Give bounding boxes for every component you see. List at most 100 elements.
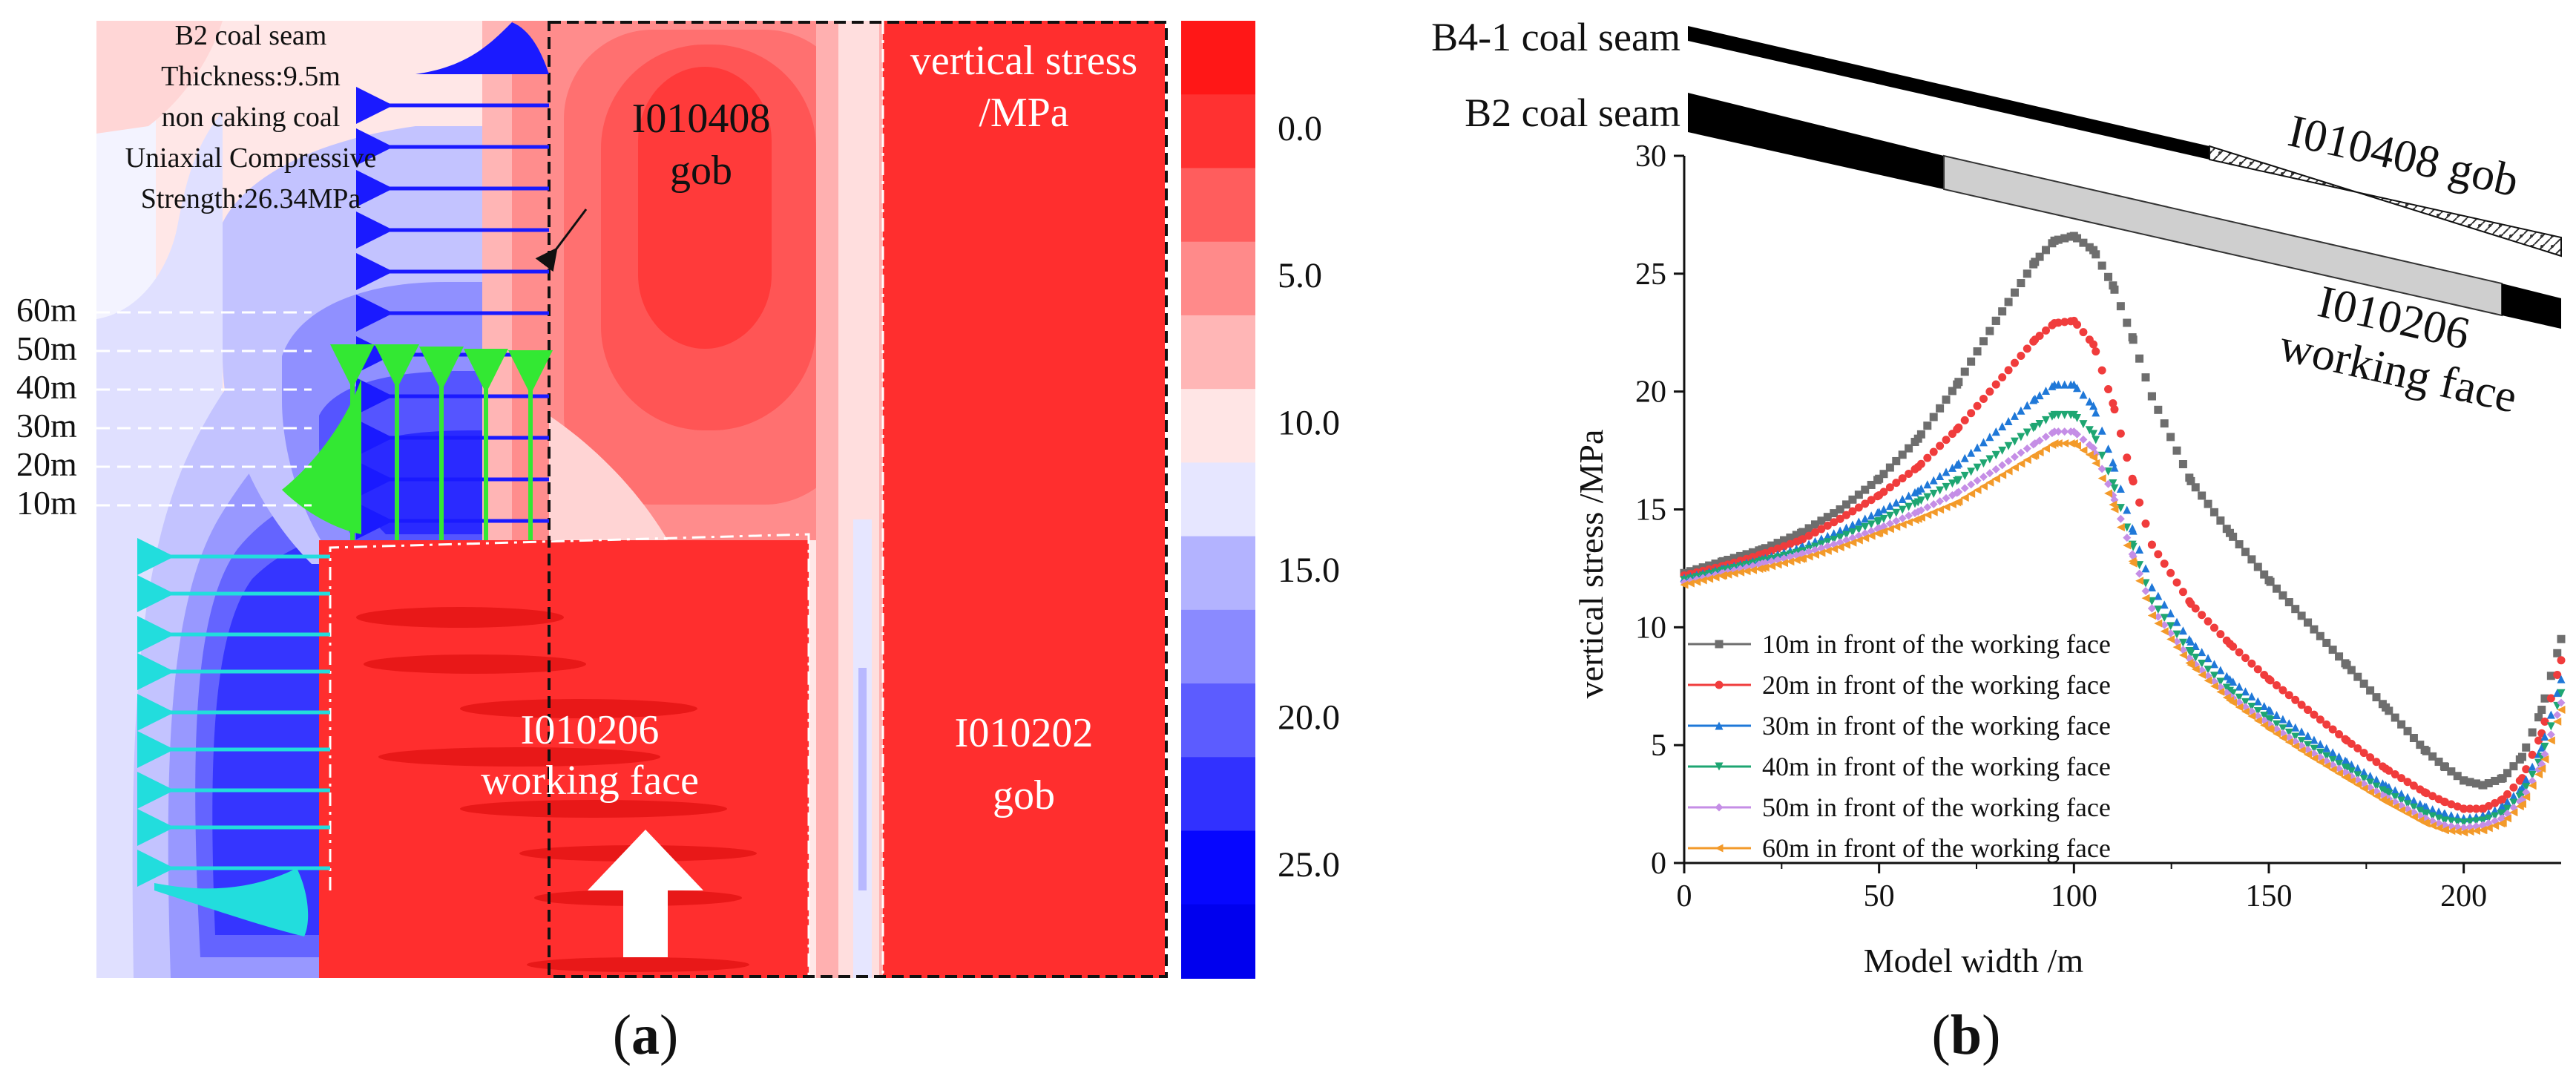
- series-marker: [1786, 539, 1795, 548]
- green-stress-distribution: [282, 378, 361, 534]
- series-marker: [2378, 795, 2387, 804]
- series-marker: [1942, 482, 1951, 491]
- x-tick-label: 50: [1864, 879, 1895, 913]
- series-marker: [2172, 637, 2181, 646]
- series-marker: [1879, 470, 1888, 479]
- series-marker: [1916, 430, 1925, 439]
- series-marker: [1942, 502, 1951, 511]
- series-marker: [2135, 577, 2144, 585]
- series-marker: [1929, 490, 1938, 499]
- series-marker: [1991, 474, 2000, 483]
- series-marker: [2035, 391, 2044, 400]
- series-marker: [2154, 591, 2163, 600]
- colorbar-segment: [1181, 757, 1255, 832]
- series-marker: [2166, 634, 2175, 643]
- series-marker: [2497, 819, 2506, 828]
- series-marker: [2372, 693, 2381, 702]
- series-marker: [2060, 427, 2069, 436]
- series-marker: [1936, 404, 1945, 413]
- series-marker: [2135, 498, 2144, 507]
- series-marker: [1817, 516, 1826, 525]
- series-marker: [2416, 799, 2425, 808]
- series-marker: [2409, 734, 2418, 743]
- series-marker: [1854, 503, 1863, 512]
- series-marker: [1954, 378, 1963, 387]
- series-marker: [2216, 677, 2225, 686]
- colorbar: [1181, 21, 1255, 979]
- series-marker: [2509, 798, 2518, 807]
- series-marker: [2141, 564, 2150, 573]
- seam-info-line: Thickness:9.5m: [161, 61, 341, 92]
- series-marker: [1960, 484, 1969, 493]
- series-marker: [2060, 439, 2069, 448]
- colorbar-segment: [1181, 683, 1255, 758]
- series-marker: [1979, 438, 1988, 447]
- series-marker: [1948, 500, 1956, 509]
- series-marker: [2497, 810, 2506, 818]
- chart-legend: 10m in front of the working face 20m in f…: [1688, 629, 2111, 863]
- data-point: [2537, 764, 2546, 773]
- series-marker: [2160, 627, 2169, 636]
- series-marker: [2185, 658, 2194, 667]
- green-arrows: [330, 344, 553, 540]
- series-marker: [2085, 335, 2094, 344]
- series-marker: [2273, 711, 2281, 720]
- series-marker: [2284, 719, 2293, 728]
- series-marker: [2079, 420, 2088, 429]
- series-marker: [1836, 505, 1844, 513]
- series-marker: [1954, 476, 1963, 485]
- series-marker: [2097, 366, 2106, 375]
- series-marker: [2484, 814, 2493, 823]
- series-marker: [1867, 496, 1876, 505]
- series-marker: [2434, 795, 2443, 804]
- series-marker: [2322, 720, 2331, 729]
- series-marker: [2453, 827, 2462, 836]
- series-marker: [2353, 744, 2362, 752]
- series-marker: [2004, 298, 2013, 306]
- series-marker: [2073, 234, 2082, 243]
- series-marker: [2247, 712, 2256, 721]
- series-marker: [2029, 424, 2038, 433]
- series-marker: [2497, 803, 2506, 812]
- series-marker: [1916, 506, 1925, 515]
- colorbar-tick-label: 25.0: [1278, 845, 1340, 885]
- series-marker: [2066, 232, 2075, 241]
- series-marker: [2116, 429, 2125, 438]
- series-marker: [1960, 493, 1969, 502]
- series-marker: [2029, 440, 2038, 449]
- legend-marker: [1715, 762, 1724, 771]
- series-marker: [2241, 548, 2250, 557]
- series-marker: [2322, 752, 2331, 761]
- series-marker: [2471, 779, 2480, 788]
- legend-label: 50m in front of the working face: [1762, 793, 2111, 822]
- series-marker: [1729, 569, 1738, 578]
- gob-top-label: gob: [670, 148, 732, 194]
- series-marker: [2534, 758, 2543, 767]
- series-marker: [2465, 818, 2474, 827]
- series-marker: [2166, 629, 2175, 637]
- data-point: [2089, 430, 2098, 439]
- series-marker: [1848, 528, 1857, 537]
- series-marker: [2471, 804, 2480, 813]
- series-marker: [1724, 555, 1732, 564]
- series-marker: [1767, 541, 1776, 550]
- stress-title: vertical stress: [910, 38, 1137, 84]
- series-marker: [2010, 358, 2019, 367]
- series-marker: [2372, 775, 2381, 784]
- series-marker: [2385, 706, 2393, 715]
- series-marker: [2297, 737, 2306, 746]
- series-marker: [2054, 380, 2063, 389]
- gob-label: I010408 gob: [2284, 105, 2523, 206]
- series-marker: [2222, 693, 2231, 702]
- series-marker: [1798, 554, 1807, 563]
- series-marker: [2191, 604, 2200, 613]
- series-marker: [2322, 761, 2331, 770]
- series-marker: [1910, 508, 1919, 517]
- series-marker: [2004, 442, 2013, 450]
- series-marker: [2141, 519, 2150, 528]
- series-marker: [2403, 809, 2412, 818]
- series-marker: [2316, 748, 2324, 757]
- series-marker: [1836, 534, 1844, 542]
- series-marker: [2060, 380, 2069, 389]
- series-marker: [1991, 380, 2000, 389]
